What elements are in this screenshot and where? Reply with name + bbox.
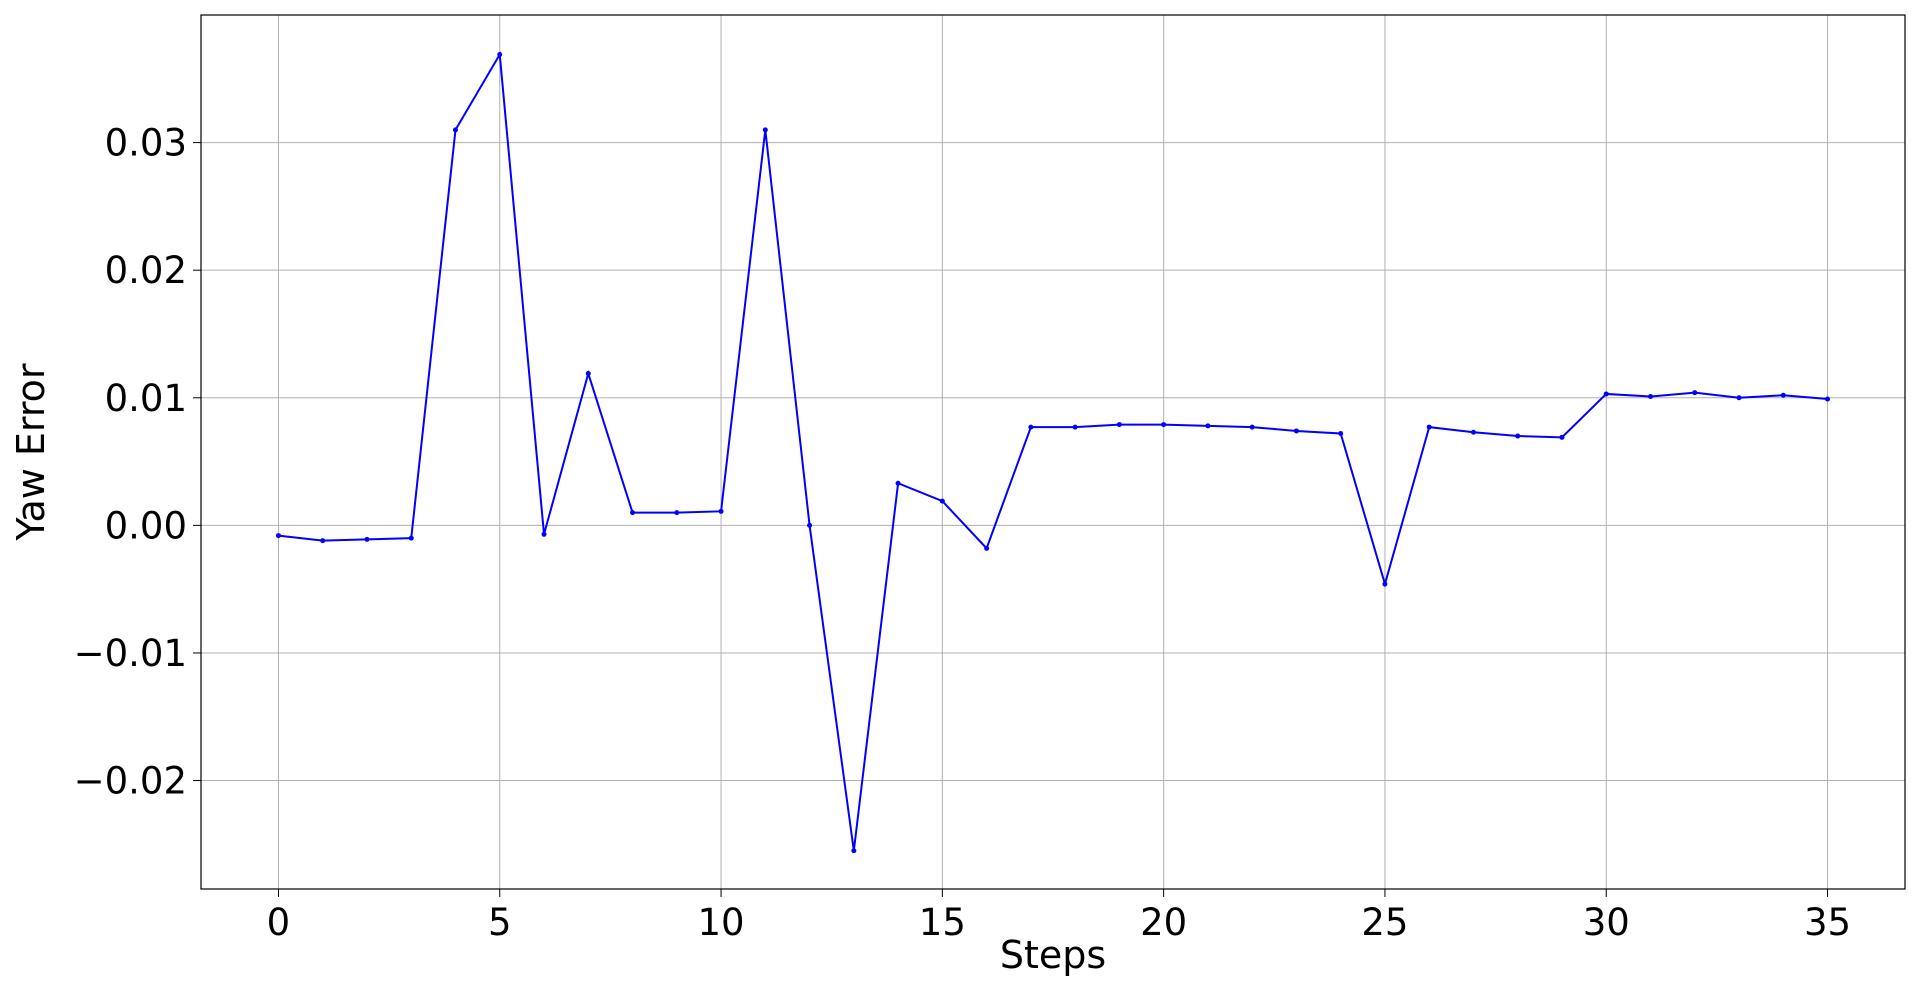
data-point: [1736, 395, 1742, 401]
y-tick-label: 0.01: [105, 377, 187, 420]
data-point: [1028, 424, 1034, 430]
data-point: [408, 535, 414, 541]
x-tick-label: 20: [1140, 901, 1187, 944]
data-point: [452, 127, 458, 133]
data-point: [762, 127, 768, 133]
data-point: [674, 510, 680, 516]
data-point: [1116, 422, 1122, 428]
data-point: [1559, 434, 1565, 440]
data-line: [278, 51, 1828, 851]
y-tick-label: 0.02: [105, 249, 187, 292]
data-point: [1293, 428, 1299, 434]
data-point: [497, 52, 503, 58]
data-point: [320, 538, 326, 544]
data-point: [984, 545, 990, 551]
x-tick-label: 10: [698, 901, 745, 944]
data-point: [895, 480, 901, 486]
x-tick-label: 30: [1583, 901, 1630, 944]
data-point: [939, 498, 945, 504]
data-point: [1515, 433, 1521, 439]
data-point: [1780, 392, 1786, 398]
data-point: [807, 522, 813, 528]
y-tick-label: 0.00: [105, 504, 187, 547]
data-point: [1603, 391, 1609, 397]
y-tick-label: −0.02: [74, 760, 187, 803]
data-point: [1249, 424, 1255, 430]
data-point: [1382, 581, 1388, 587]
x-tick-label: 15: [919, 901, 966, 944]
data-point: [585, 371, 591, 377]
plot-frame: [200, 14, 1906, 890]
data-point: [275, 533, 281, 539]
data-point: [630, 510, 636, 516]
data-point: [718, 508, 724, 514]
data-point: [1426, 424, 1432, 430]
x-tick-label: 0: [267, 901, 291, 944]
data-point: [851, 848, 857, 854]
data-point: [1338, 430, 1344, 436]
data-point: [1205, 423, 1211, 429]
x-axis-label: Steps: [1000, 933, 1106, 977]
x-tick-label: 5: [488, 901, 512, 944]
data-point: [1692, 390, 1698, 396]
data-point: [1648, 393, 1654, 399]
data-point: [364, 536, 370, 542]
y-tick-label: −0.01: [74, 632, 187, 675]
x-tick-label: 35: [1804, 901, 1851, 944]
data-point: [1161, 422, 1167, 428]
data-point: [541, 531, 547, 537]
data-point: [1825, 396, 1831, 402]
x-tick-label: 25: [1361, 901, 1408, 944]
y-axis-label: Yaw Error: [9, 363, 53, 541]
data-point: [1470, 429, 1476, 435]
y-tick-label: 0.03: [105, 122, 187, 165]
data-point: [1072, 424, 1078, 430]
